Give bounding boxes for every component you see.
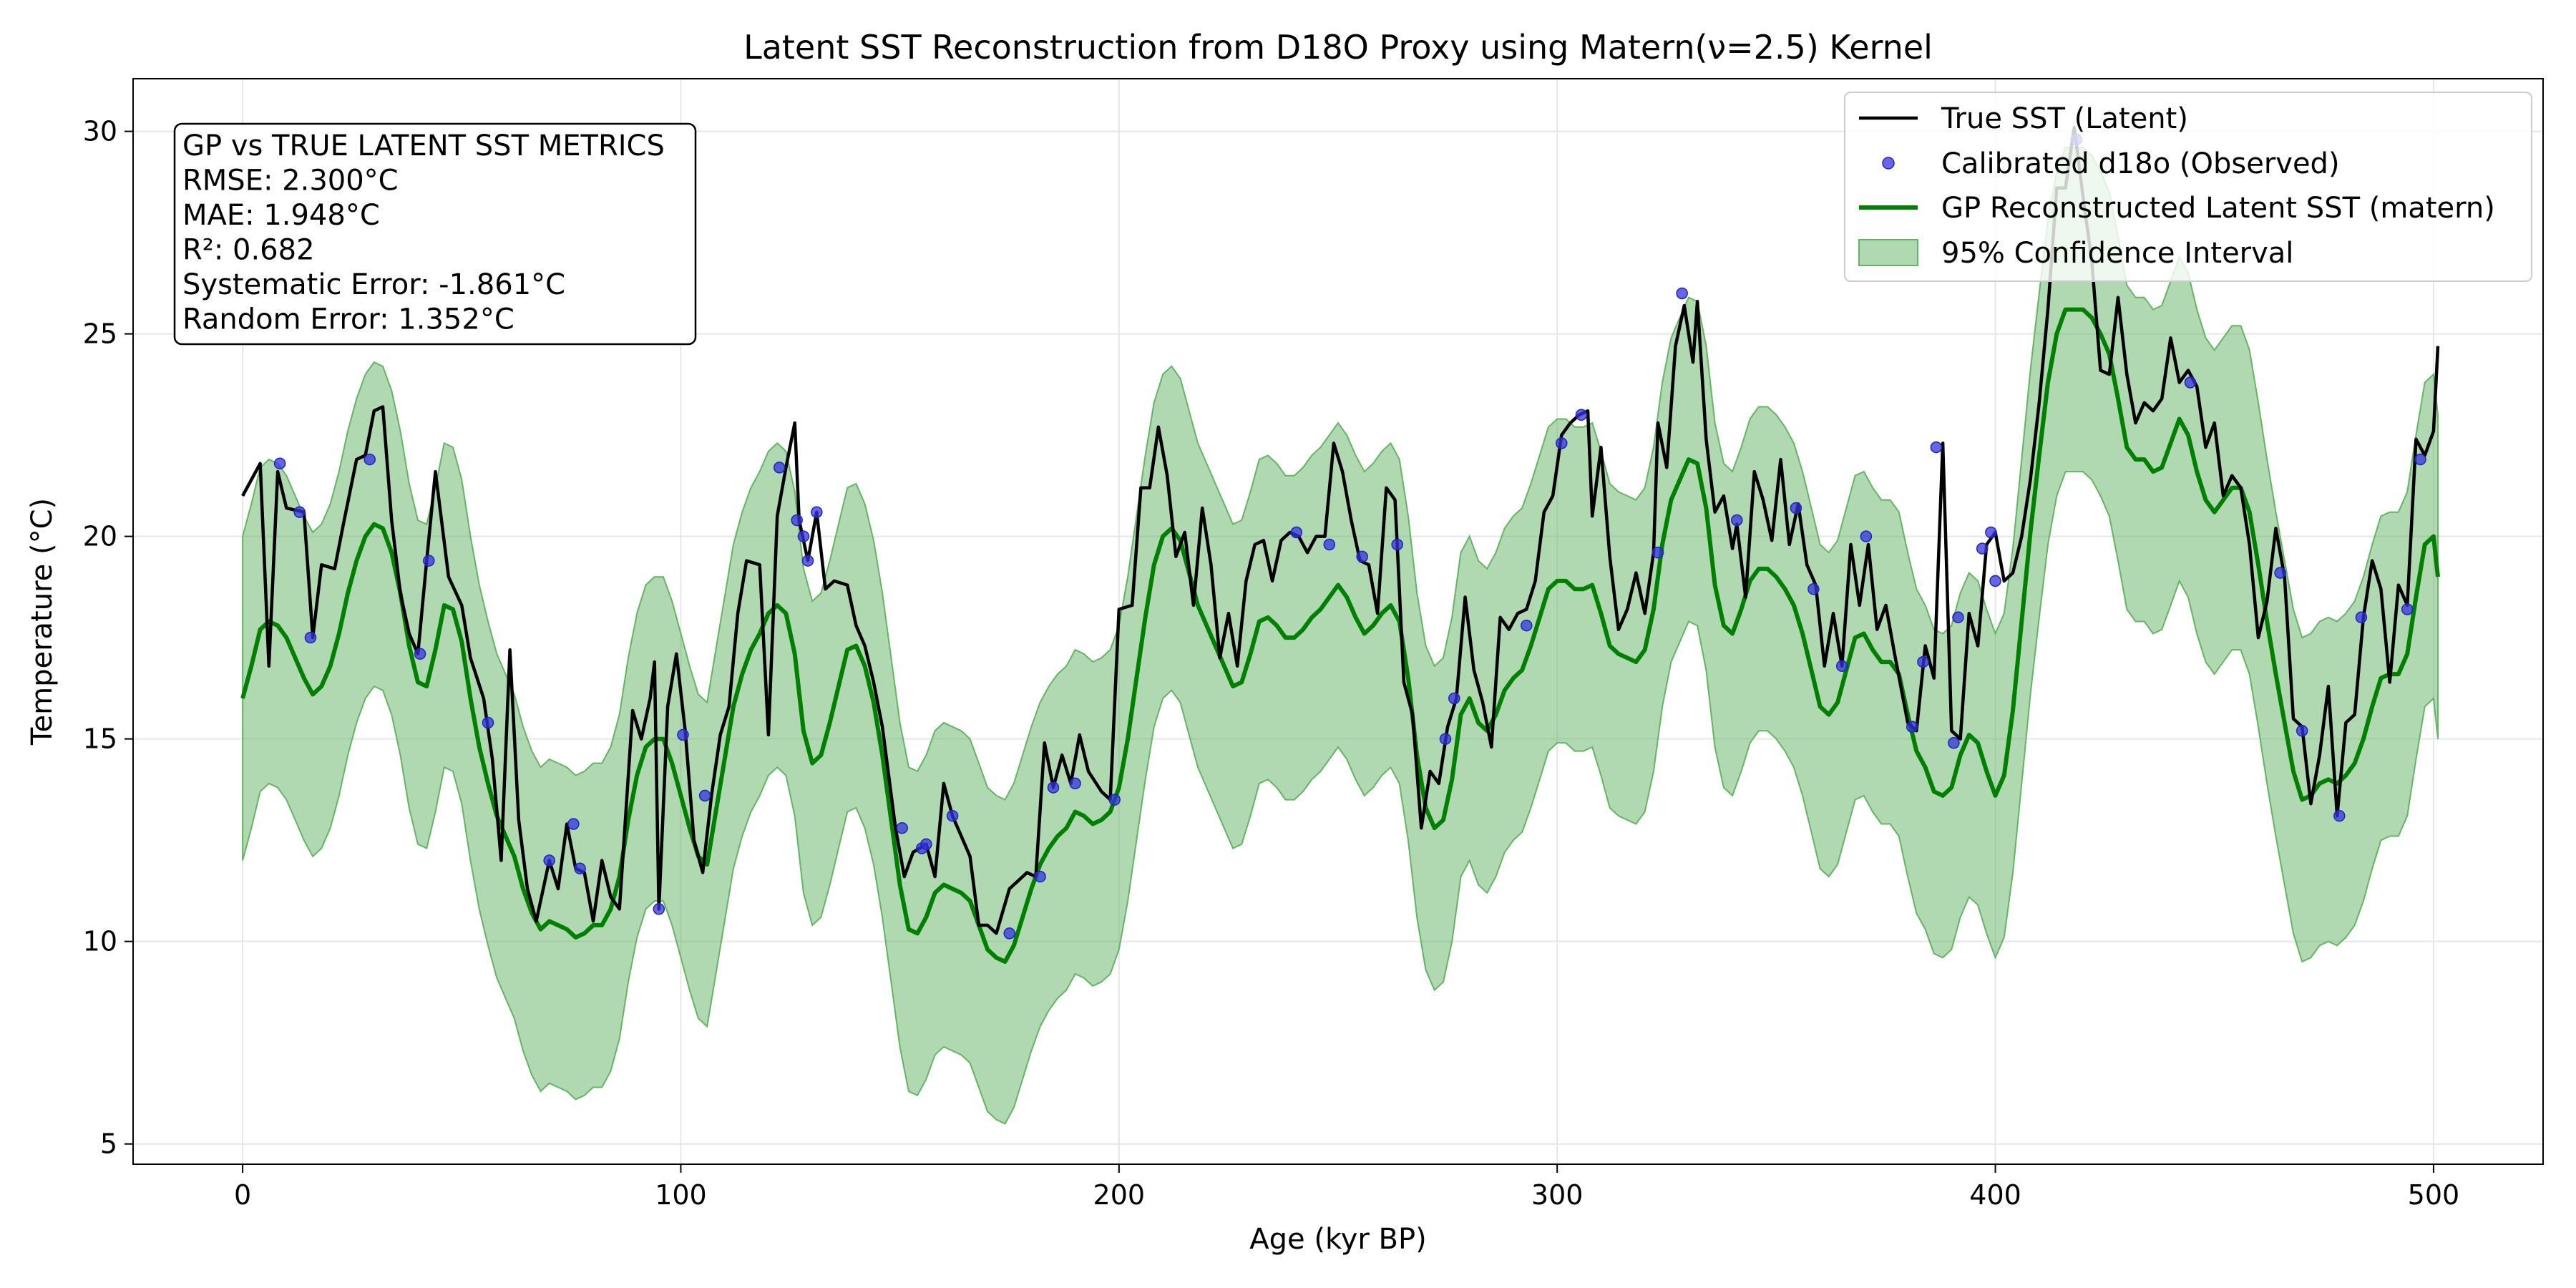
gp-line-layer	[240, 307, 2440, 964]
legend: True SST (Latent) Calibrated d18o (Obser…	[1844, 92, 2532, 282]
observed-point	[1556, 437, 1568, 449]
observed-point	[1985, 526, 1997, 539]
y-tick-label: 20	[83, 521, 117, 552]
observed-point	[1034, 870, 1046, 883]
observed-point	[801, 555, 814, 567]
legend-swatch-confidence	[1858, 239, 1918, 266]
observed-point	[946, 809, 959, 822]
metrics-line: GP vs TRUE LATENT SST METRICS	[182, 130, 665, 162]
observed-point	[797, 530, 810, 542]
observed-point	[773, 462, 786, 474]
observed-point	[2414, 453, 2426, 466]
observed-point	[896, 821, 908, 834]
legend-frame	[1844, 92, 2532, 282]
metrics-annotation-box: GP vs TRUE LATENT SST METRICS RMSE: 2.30…	[173, 122, 697, 346]
x-tick-label: 0	[234, 1179, 251, 1211]
observed-point	[1575, 409, 1588, 421]
observed-point	[574, 862, 586, 875]
y-tick-label: 15	[83, 723, 117, 755]
observed-point	[1948, 737, 1960, 749]
observed-point	[920, 838, 932, 851]
metrics-box-frame	[173, 122, 697, 346]
observed-point	[567, 818, 580, 830]
observed-point	[1731, 514, 1743, 527]
observed-point	[1906, 721, 1918, 733]
observed-point	[364, 453, 376, 466]
observed-point	[1652, 547, 1664, 559]
x-tick-label: 500	[2408, 1179, 2460, 1211]
chart-title: Latent SST Reconstruction from D18O Prox…	[743, 28, 1933, 67]
gp-reconstruction-line	[240, 307, 2440, 964]
observed-point	[698, 789, 711, 802]
legend-swatch-observed	[1882, 157, 1895, 170]
observed-point	[1069, 777, 1081, 790]
observed-point	[791, 514, 803, 527]
y-tick-label: 30	[83, 116, 117, 147]
observed-point	[273, 457, 286, 469]
observed-point	[1976, 542, 1989, 555]
observed-point	[1391, 538, 1403, 551]
observed-point	[293, 506, 306, 518]
observed-points-layer	[273, 133, 2426, 940]
observed-point	[423, 555, 435, 567]
observed-point	[1290, 526, 1303, 539]
y-tick-label: 5	[100, 1128, 117, 1160]
observed-point	[1356, 550, 1368, 563]
legend-label-gp: GP Reconstructed Latent SST (matern)	[1941, 192, 2495, 225]
observed-point	[482, 716, 494, 729]
observed-point	[1047, 781, 1060, 794]
observed-point	[1989, 575, 2001, 587]
observed-point	[653, 903, 665, 915]
legend-label-true-sst: True SST (Latent)	[1941, 102, 2188, 135]
metrics-line: Random Error: 1.352°C	[182, 303, 514, 336]
observed-point	[1108, 794, 1121, 806]
confidence-band-layer	[242, 147, 2439, 1125]
metrics-line: Systematic Error: -1.861°C	[182, 268, 565, 301]
x-tick-label: 200	[1093, 1179, 1146, 1211]
x-axis-label: Age (kyr BP)	[1249, 1223, 1426, 1256]
metrics-line: RMSE: 2.300°C	[182, 165, 399, 197]
y-axis-label: Temperature (°C)	[26, 498, 59, 746]
observed-point	[2355, 611, 2368, 624]
x-tick-label: 100	[655, 1179, 707, 1211]
plot-frame	[132, 78, 2544, 1165]
observed-point	[1676, 287, 1688, 300]
observed-point	[1790, 502, 1802, 514]
observed-point	[811, 506, 823, 518]
observed-point	[543, 854, 555, 867]
observed-point	[1835, 660, 1848, 673]
metrics-line: R²: 0.682	[182, 234, 315, 267]
confidence-band	[242, 147, 2439, 1125]
y-axis-ticks: 5 10 15 20 25 30	[83, 116, 133, 1160]
metrics-line: MAE: 1.948°C	[182, 199, 380, 232]
observed-point	[1439, 733, 1452, 745]
observed-point	[2401, 603, 2414, 615]
observed-point	[677, 728, 689, 741]
observed-point	[1860, 530, 1873, 542]
observed-point	[2274, 567, 2286, 579]
x-tick-label: 300	[1531, 1179, 1584, 1211]
x-axis-ticks: 0 100 200 300 400 500	[234, 1164, 2459, 1211]
observed-point	[1952, 611, 1964, 624]
observed-point	[2296, 725, 2308, 737]
observed-point	[1003, 927, 1015, 940]
x-tick-label: 400	[1969, 1179, 2021, 1211]
observed-point	[304, 631, 317, 644]
observed-point	[1323, 538, 1336, 551]
observed-point	[2333, 809, 2346, 822]
legend-label-confidence: 95% Confidence Interval	[1941, 237, 2293, 270]
y-tick-label: 25	[83, 318, 117, 350]
observed-point	[1917, 655, 1929, 668]
observed-point	[1448, 692, 1460, 705]
observed-point	[1521, 619, 1533, 632]
y-tick-label: 10	[83, 926, 117, 957]
observed-point	[1930, 441, 1943, 454]
legend-label-observed: Calibrated d18o (Observed)	[1941, 147, 2340, 180]
observed-point	[2184, 376, 2197, 389]
observed-point	[414, 648, 426, 660]
observed-point	[1807, 582, 1820, 595]
